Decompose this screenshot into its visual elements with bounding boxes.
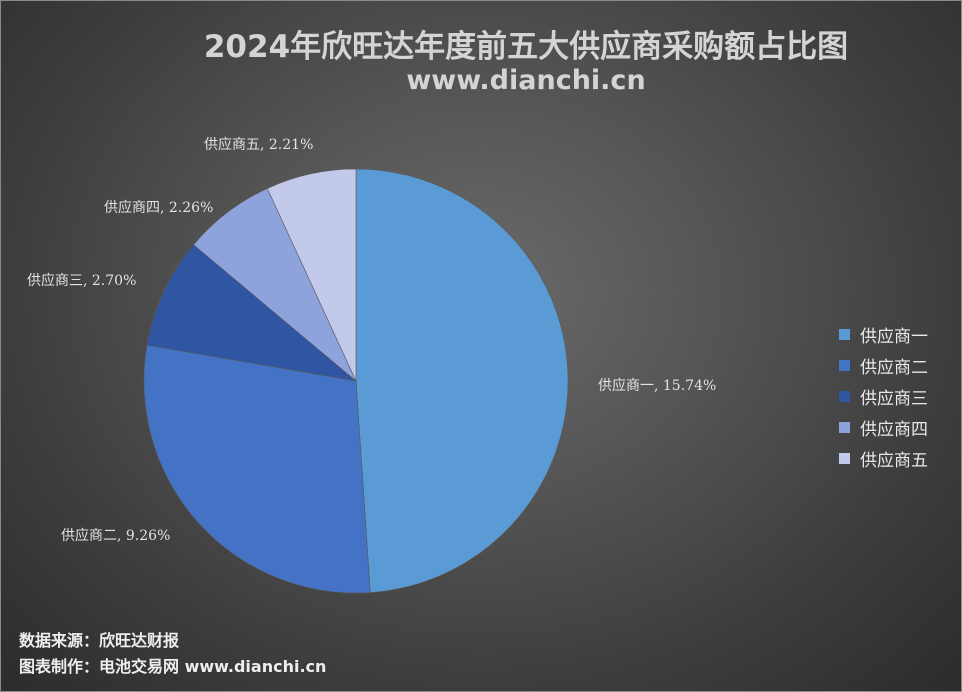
chart-subtitle: www.dianchi.cn [406, 65, 646, 96]
legend-swatch [839, 453, 850, 464]
chart-legend: 供应商一 供应商二 供应商三 供应商四 供应商五 [839, 319, 928, 474]
pie-slice-2 [143, 344, 371, 594]
legend-label: 供应商三 [860, 389, 928, 409]
legend-item-supplier-5: 供应商五 [839, 443, 928, 474]
data-label-supplier-5: 供应商五, 2.21% [204, 137, 314, 153]
pie-slice-5 [266, 168, 357, 382]
pie-slice-1 [355, 168, 569, 593]
data-label-supplier-2: 供应商二, 9.26% [61, 528, 171, 544]
legend-label: 供应商五 [860, 451, 928, 471]
pie-slice-3 [146, 244, 358, 382]
data-label-supplier-4: 供应商四, 2.26% [104, 200, 214, 216]
legend-swatch [839, 360, 850, 371]
chart-title: 2024年欣旺达年度前五大供应商采购额占比图 [203, 29, 849, 65]
chart-maker-note: 图表制作：电池交易网 www.dianchi.cn [19, 657, 327, 676]
legend-swatch [839, 422, 850, 433]
data-label-supplier-1: 供应商一, 15.74% [598, 378, 717, 394]
legend-item-supplier-4: 供应商四 [839, 412, 928, 443]
data-source-note: 数据来源：欣旺达财报 [19, 631, 180, 650]
legend-swatch [839, 329, 850, 340]
legend-label: 供应商一 [860, 327, 928, 347]
legend-item-supplier-3: 供应商三 [839, 381, 928, 412]
legend-item-supplier-1: 供应商一 [839, 319, 928, 350]
legend-item-supplier-2: 供应商二 [839, 350, 928, 381]
legend-label: 供应商二 [860, 358, 928, 378]
legend-label: 供应商四 [860, 420, 928, 440]
data-label-supplier-3: 供应商三, 2.70% [27, 273, 137, 289]
legend-swatch [839, 391, 850, 402]
